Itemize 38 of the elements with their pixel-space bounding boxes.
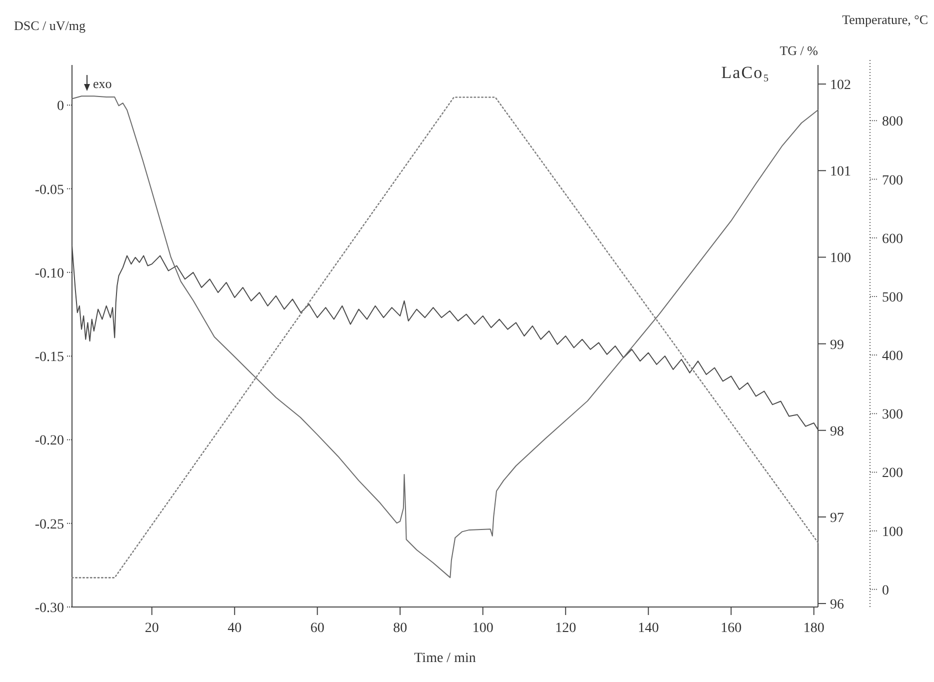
y-axis-title: DSC / uV/mg	[14, 18, 86, 33]
x-tick-label: 120	[555, 621, 576, 636]
y3-tick-label: 200	[882, 466, 903, 482]
x-tick-label: 160	[720, 621, 742, 636]
y3-axis-title: Temperature, °C	[842, 12, 928, 27]
x-tick-label: 60	[310, 621, 324, 636]
x-tick-label: 80	[393, 621, 408, 636]
y2-tick-label: 98	[830, 424, 844, 440]
x-tick-label: 180	[803, 621, 824, 636]
y3-tick-label: 600	[882, 232, 903, 247]
y2-axis-title: TG / %	[780, 43, 818, 58]
y-tick-label: 0	[57, 99, 64, 114]
y2-tick-label: 100	[830, 251, 851, 266]
y2-tick-label: 101	[830, 164, 851, 180]
y-tick-label: -0.25	[34, 517, 64, 532]
y3-tick-label: 500	[882, 290, 903, 306]
y2-tick-label: 96	[830, 598, 844, 613]
y3-tick-label: 300	[882, 408, 903, 423]
y2-tick-label: 99	[830, 338, 844, 353]
y-tick-label: -0.05	[34, 182, 64, 198]
x-tick-label: 140	[638, 621, 659, 636]
y-tick-label: -0.30	[34, 601, 64, 616]
y3-tick-label: 100	[882, 524, 903, 540]
y3-tick-label: 800	[882, 114, 903, 130]
x-axis-title: Time / min	[414, 651, 476, 666]
y-tick-label: -0.15	[34, 350, 64, 366]
x-tick-label: 20	[144, 621, 159, 636]
y2-tick-label: 97	[830, 510, 844, 526]
annotation: exo	[93, 76, 112, 91]
y3-tick-label: 0	[882, 583, 889, 598]
y3-tick-label: 700	[882, 173, 903, 188]
y2-tick-label: 102	[830, 78, 851, 94]
chart-title: LaCo₅	[721, 63, 770, 82]
y3-tick-label: 400	[882, 349, 903, 364]
x-tick-label: 40	[228, 621, 242, 636]
y-tick-label: -0.10	[34, 266, 64, 282]
x-tick-label: 100	[472, 621, 494, 636]
y-tick-label: -0.20	[34, 434, 64, 449]
